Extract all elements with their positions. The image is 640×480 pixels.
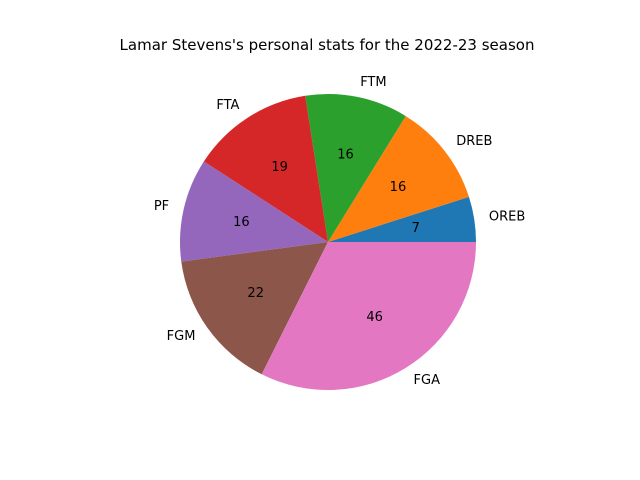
pie-slice-label-fga: FGA (414, 373, 441, 388)
pie-slice-value-oreb: 7 (412, 221, 420, 236)
pie-slice-labels: OREB DREB FTM FTA PF FGM FGA (154, 75, 525, 388)
pie-slice-dreb (328, 116, 469, 242)
pie-slice-value-ftm: 16 (337, 147, 354, 162)
pie-slice-values: 7 16 16 19 16 22 46 (233, 147, 420, 325)
pie-slice-value-fga: 46 (366, 310, 383, 325)
pie-slice-label-dreb: DREB (456, 134, 492, 149)
pie-slice-value-pf: 16 (233, 215, 250, 230)
pie-slice-value-fta: 19 (271, 160, 288, 175)
pie-slice-label-fgm: FGM (167, 329, 196, 344)
pie-slice-fta (203, 95, 328, 242)
pie-slice-fgm (181, 242, 328, 375)
pie-slice-label-fta: FTA (216, 98, 239, 113)
pie-slice-value-dreb: 16 (390, 180, 407, 195)
pie-slice-label-oreb: OREB (489, 209, 525, 224)
pie-slice-value-fgm: 22 (247, 286, 264, 301)
pie-slice-label-pf: PF (154, 199, 169, 214)
pie-slices (180, 94, 476, 390)
pie-slice-label-ftm: FTM (360, 75, 386, 90)
pie-slice-ftm (305, 94, 406, 242)
pie-slice-pf (180, 161, 328, 262)
chart-title: Lamar Stevens's personal stats for the 2… (120, 36, 535, 54)
pie-slice-oreb (328, 196, 476, 242)
pie-slice-fga (261, 242, 476, 390)
